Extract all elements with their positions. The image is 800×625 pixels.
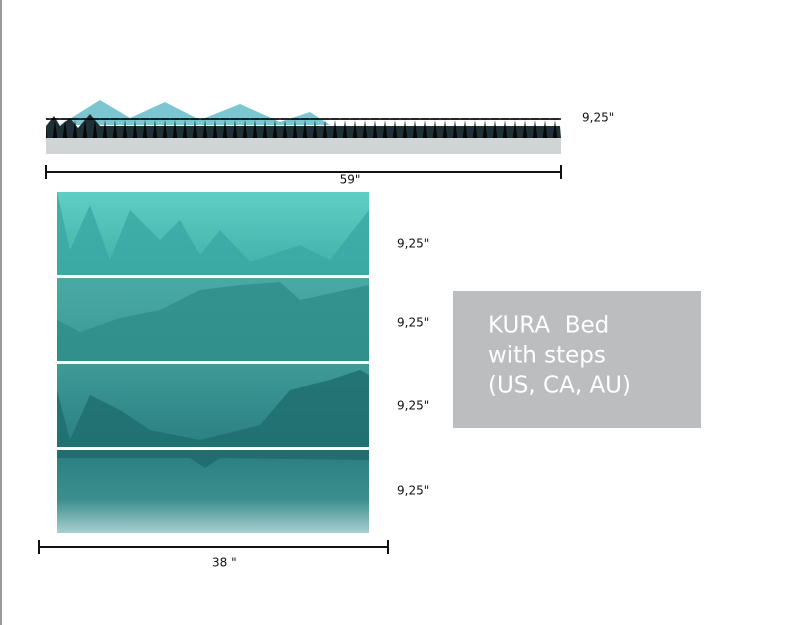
- height-label: 9,25": [397, 484, 429, 498]
- info-line: (US, CA, AU): [488, 373, 631, 399]
- info-box: [453, 291, 701, 428]
- height-label: 9,25": [397, 316, 429, 330]
- width-label: 59": [340, 173, 361, 187]
- info-line: with steps: [488, 343, 606, 369]
- top-panel: [46, 100, 561, 154]
- height-label: 9,25": [397, 237, 429, 251]
- height-label: 9,25": [582, 111, 614, 125]
- panels: [57, 192, 369, 533]
- dimension-38: [38, 540, 389, 554]
- info-line: KURA Bed: [488, 313, 609, 339]
- width-label: 38 ": [212, 556, 237, 570]
- dimension-59: [45, 165, 562, 179]
- height-label: 9,25": [397, 399, 429, 413]
